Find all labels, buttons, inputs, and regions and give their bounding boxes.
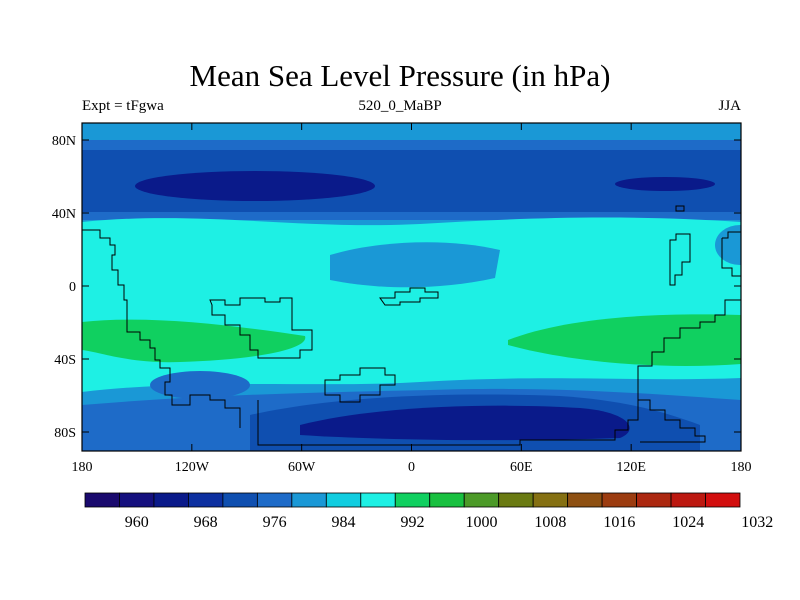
south-trough-mid (150, 371, 250, 399)
coastlines (82, 205, 741, 446)
north-low-west (135, 171, 375, 201)
colorbar-swatch (291, 492, 327, 508)
experiment-label: Expt = tFgwa (82, 98, 164, 114)
colorbar-swatch (498, 492, 534, 508)
y-tick-label: 40S (54, 353, 76, 368)
x-tick-label: 180 (72, 460, 93, 475)
south-high-east (508, 314, 741, 366)
east-island-coast (669, 233, 691, 286)
y-tick-label: 40N (52, 207, 76, 222)
x-axis: 180 120W 60W 0 60E 120E 180 (72, 123, 752, 475)
colorbar-label: 1000 (465, 514, 497, 531)
colorbar-swatch (532, 492, 569, 508)
equatorial-island-coast (379, 287, 439, 306)
map-title: Mean Sea Level Pressure (in hPa) (189, 58, 611, 93)
period-label: 520_0_MaBP (358, 98, 442, 114)
east-edge-coast (721, 231, 741, 277)
colorbar-swatch (84, 492, 120, 508)
x-tick-label: 60W (288, 460, 316, 475)
colorbar-swatch (256, 492, 293, 508)
x-tick-label: 120W (175, 460, 210, 475)
south-high-west (82, 319, 306, 363)
colorbar-swatch (188, 492, 224, 508)
y-tick-label: 0 (69, 280, 76, 295)
y-axis: 80N 40N 0 40S 80S (52, 134, 741, 441)
southern-island-coast (324, 367, 396, 403)
colorbar-label: 968 (194, 514, 218, 531)
colorbar-swatch (705, 492, 741, 508)
south-america-coast (82, 229, 241, 428)
x-tick-label: 180 (731, 460, 752, 475)
x-tick-label: 0 (408, 460, 415, 475)
colorbar-swatch (222, 492, 258, 508)
colorbar-swatch (394, 492, 431, 508)
colorbar-label: 1032 (741, 514, 773, 531)
small-island-coast (675, 205, 685, 212)
colorbar-label: 1008 (534, 514, 566, 531)
pressure-field (82, 123, 741, 451)
equatorial-high-light (330, 242, 500, 288)
colorbar-swatch (119, 492, 155, 508)
colorbar-label: 1024 (672, 514, 704, 531)
colorbar-label: 960 (125, 514, 149, 531)
colorbar-label: 976 (263, 514, 287, 531)
y-tick-label: 80S (54, 426, 76, 441)
colorbar-swatch (153, 492, 189, 508)
colorbar-swatch (360, 492, 396, 508)
south-low-deep (300, 405, 630, 441)
colorbar-label: 992 (401, 514, 425, 531)
colorbar-label: 1016 (603, 514, 635, 531)
colorbar-label: 984 (332, 514, 356, 531)
central-landmass-coast (209, 297, 313, 359)
colorbar-swatch (429, 492, 465, 508)
x-tick-label: 60E (510, 460, 533, 475)
southeast-coast (638, 399, 706, 443)
y-tick-label: 80N (52, 134, 76, 149)
colorbar-swatch (636, 492, 672, 508)
colorbar-swatch (601, 492, 637, 508)
colorbar-swatch (567, 492, 603, 508)
colorbar: 960968976984992100010081016102410321040 (84, 492, 773, 531)
colorbar-swatch (463, 492, 500, 508)
eastern-margin-coast (257, 299, 741, 446)
colorbar-swatch (670, 492, 706, 508)
colorbar-swatch (325, 492, 362, 508)
season-label: JJA (718, 98, 741, 114)
north-low-east (615, 177, 715, 191)
x-tick-label: 120E (616, 460, 646, 475)
